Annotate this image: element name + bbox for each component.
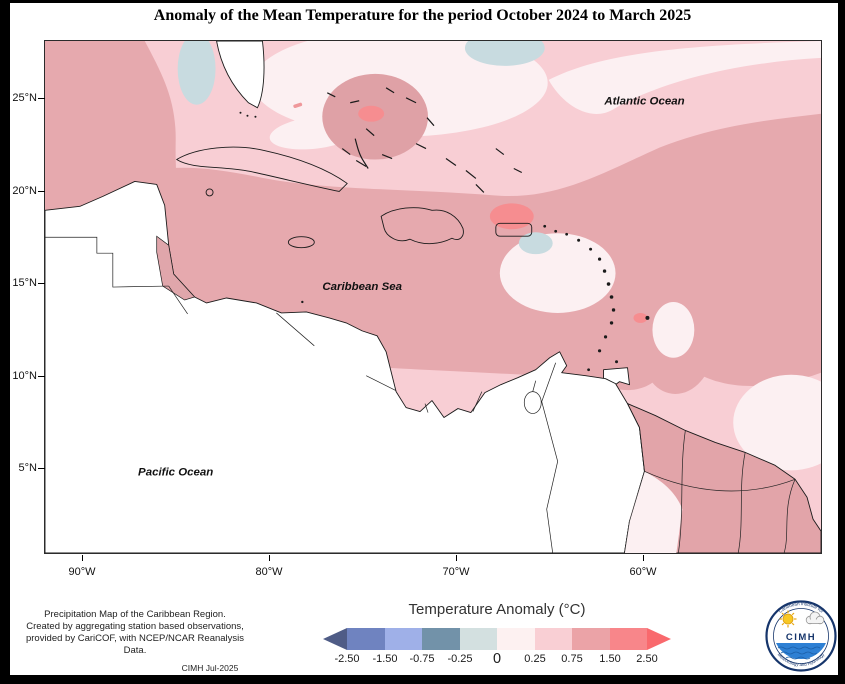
map-canvas: Atlantic Ocean Caribbean Sea Pacific Oce… [44,29,845,554]
jamaica-outline [287,236,315,249]
cloud-icon [805,611,825,625]
logo-acronym: CIMH [786,632,816,643]
anomaly-floridawest-cool-patch [177,33,216,105]
legend-tick--0.25: -0.25 [447,653,473,665]
credits-line-3: provided by CariCOF, with NCEP/NCAR Rean… [25,633,245,656]
belize-shaded-strip [156,235,196,301]
atlantic-ocean-label: Atlantic Ocean [603,96,684,108]
lat-tick [38,191,45,192]
legend-tick--2.50: -2.50 [334,653,360,665]
lat-label-5n: 5°N [18,462,37,474]
lon-tick [82,555,83,561]
legend-cell-3 [422,628,460,650]
anomaly-southeast-palest [733,374,845,471]
frame-border-bottom [0,675,845,684]
lat-tick [38,468,45,469]
anomaly-puertorico-south-palest [499,233,616,313]
country-borders [45,236,796,554]
legend-tick-0.25: 0.25 [524,653,546,665]
isle-of-youth-outline [205,188,214,197]
lat-label-15n: 15°N [12,277,37,289]
cuba-outline [176,146,348,192]
legend-cell-6 [535,628,572,650]
island-coastlines [159,87,650,479]
lon-label-70w: 70°W [442,566,470,578]
legend-tick-0.75: 0.75 [561,653,583,665]
lon-tick [269,555,270,561]
anomaly-barbados-hot [633,312,648,323]
logo-waves [777,646,821,660]
lat-tick [38,376,45,377]
bahamas-cays [327,87,523,193]
legend-cell-2 [385,628,422,650]
lon-tick [643,555,644,561]
ocean-labels: Atlantic Ocean Caribbean Sea Pacific Oce… [138,96,685,479]
anomaly-bahamas-hot-core [358,105,385,122]
logo-water [776,643,826,660]
lat-label-20n: 20°N [12,185,37,197]
legend-tick-2.50: 2.50 [636,653,658,665]
sun-icon [779,610,797,628]
cimh-logo: CIMH Caribbean Institute for Meteorology… [765,600,837,672]
florida-landmass [216,40,265,109]
legend-cell-4 [460,628,497,650]
brazil-palest-wedge [624,471,683,553]
legend-colorbar [318,627,674,658]
lat-tick [38,283,45,284]
lesser-antilles-islands [301,224,650,372]
frame-border-left [0,0,10,684]
legend-tick--1.50: -1.50 [372,653,398,665]
legend-tick-0: 0 [492,651,502,667]
lon-tick [456,555,457,561]
hispaniola-outline [380,207,464,245]
issuer-stamp: CIMH Jul-2025 [181,663,239,673]
legend-tick--0.75: -0.75 [409,653,435,665]
lat-tick [38,98,45,99]
lat-label-25n: 25°N [12,92,37,104]
credits-line-1: Precipitation Map of the Caribbean Regio… [44,609,226,620]
lat-label-10n: 10°N [12,370,37,382]
florida-keys [239,111,257,118]
credits-block: Precipitation Map of the Caribbean Regio… [14,609,256,657]
legend-cell-7 [572,628,610,650]
legend-arrow-left [323,628,347,650]
legend-cell-1 [347,628,385,650]
legend-tick-1.50: 1.50 [599,653,621,665]
lon-label-90w: 90°W [68,566,96,578]
pacific-ocean-label: Pacific Ocean [138,466,213,478]
anomaly-puertorico-hot [489,203,534,230]
map-panel: Atlantic Ocean Caribbean Sea Pacific Oce… [44,29,845,554]
lon-label-60w: 60°W [629,566,657,578]
legend-cell-5 [497,628,535,650]
anomaly-topright-palest [548,41,821,114]
anomaly-puertorico-south-cool [518,232,553,255]
anomaly-antilles-palest [652,301,695,358]
credits-line-2: Created by aggregating station based obs… [26,621,244,632]
frame-border-top [0,0,845,3]
caribbean-sea-label: Caribbean Sea [322,281,402,293]
legend-title: Temperature Anomaly (°C) [408,601,586,618]
legend-cell-8 [610,628,647,650]
anomaly-floridatip-hot-dash [293,102,303,109]
page-title: Anomaly of the Mean Temperature for the … [153,7,692,24]
lon-label-80w: 80°W [255,566,283,578]
puerto-rico-outline [495,222,533,237]
frame-border-right [838,0,845,684]
legend-arrow-right [647,628,671,650]
